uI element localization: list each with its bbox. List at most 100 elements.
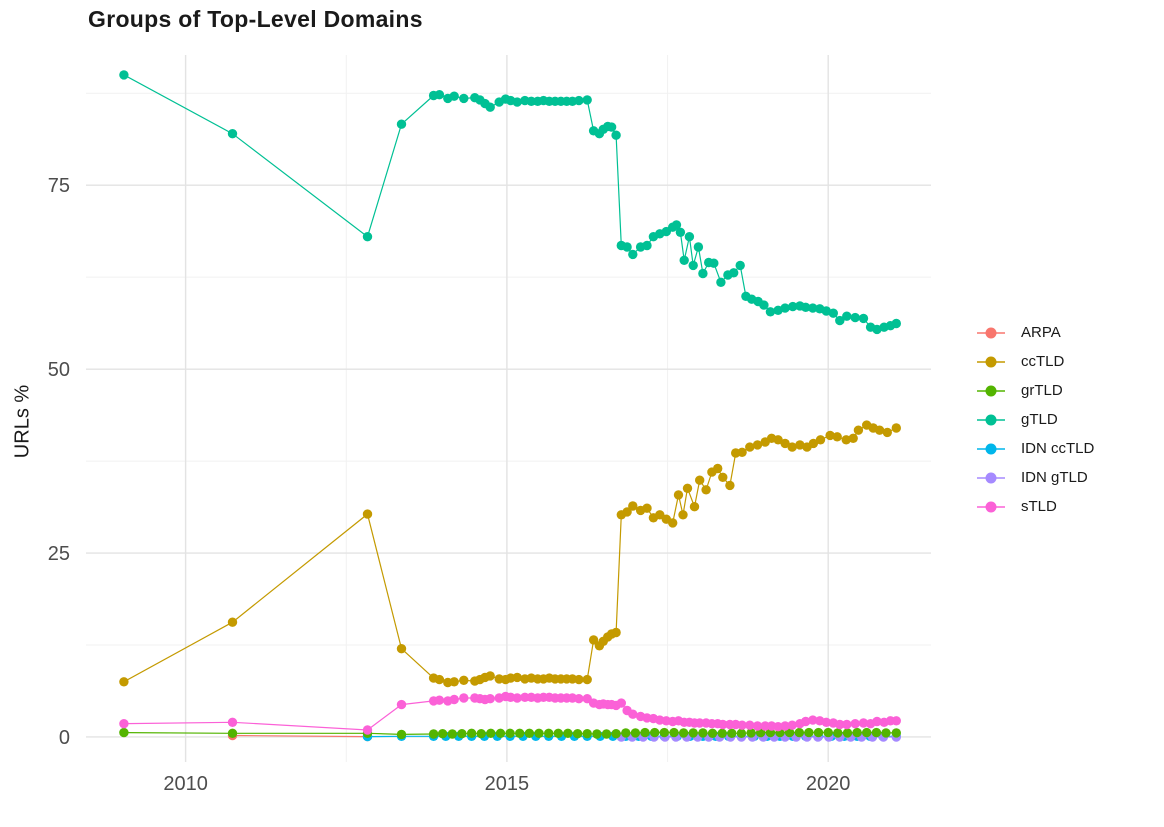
data-point [872,716,882,727]
data-point [882,427,892,438]
data-point [832,432,842,442]
data-point [709,258,719,268]
data-point [848,433,858,443]
data-point [362,232,373,242]
data-point [794,727,804,738]
data-point [512,693,522,703]
series-stld [119,691,901,735]
data-point [795,440,805,450]
data-point [842,311,852,321]
data-point [621,728,631,738]
data-point [688,728,698,738]
series-arpa [227,730,373,742]
data-point [850,312,860,323]
data-point [437,729,448,739]
data-point [678,728,689,738]
data-point [804,727,814,738]
legend-key-swatch [977,354,1005,370]
data-point [891,728,901,738]
data-point [642,240,652,251]
legend-key-dot [985,443,997,454]
data-point [695,475,705,485]
data-point [689,502,700,512]
data-point [447,729,457,739]
legend-label: IDN gTLD [1021,469,1088,486]
data-point [808,715,818,725]
data-point [746,728,756,738]
legend-key-dot [985,472,997,483]
data-point [622,242,632,252]
data-point [512,672,522,683]
data-point [874,425,885,435]
data-point [858,718,869,728]
legend-label: grTLD [1021,382,1063,399]
data-point [592,729,602,739]
data-point [693,242,704,252]
data-point [650,727,660,738]
data-point [823,727,833,738]
data-point [574,674,584,685]
data-point [630,728,641,738]
data-point [808,303,818,313]
data-point [574,95,584,106]
data-point [729,268,739,278]
data-point [828,308,838,318]
data-point [713,463,723,474]
series-line [123,74,897,331]
data-point [524,728,535,738]
data-point [362,509,373,519]
data-point [119,727,129,738]
data-point [842,719,852,730]
data-point [752,440,763,450]
data-point [858,313,869,324]
data-point [688,260,698,271]
data-point [457,729,467,739]
data-point [727,728,737,738]
data-point [659,727,669,738]
y-tick-label-0: 0 [59,727,70,749]
data-point [835,719,845,730]
data-point [459,93,469,104]
data-point [640,727,650,738]
data-point [842,728,853,738]
data-point [717,728,727,738]
data-point [495,728,506,738]
data-point [486,728,496,738]
data-point [891,318,901,329]
x-tick-label-2020: 2020 [806,773,851,795]
data-point [841,435,851,445]
legend-item-stld: sTLD [977,496,1094,517]
data-point [434,90,445,100]
data-point [396,729,407,740]
data-point [553,728,563,738]
data-point [701,485,711,495]
legend-item-idn-gtld: IDN gTLD [977,467,1094,488]
data-point [485,694,495,704]
series-cctld [119,420,901,688]
y-tick-label-75: 75 [48,175,70,197]
data-point [679,255,689,265]
data-point [780,438,790,449]
data-point [716,277,726,287]
data-point [505,728,515,738]
data-point [718,719,728,730]
data-point [449,694,459,705]
data-point [737,447,747,457]
data-point [673,490,684,500]
data-point [588,635,599,645]
x-tick-label-2010: 2010 [163,773,208,795]
legend-key-swatch [977,383,1005,399]
data-point [227,717,238,727]
data-point [801,716,811,727]
data-point [582,674,592,685]
data-point [628,249,638,260]
data-point [449,677,459,687]
data-point [825,430,835,441]
legend-key-swatch [977,412,1005,428]
data-point [476,729,486,739]
legend-label: sTLD [1021,498,1057,515]
legend-key-dot [985,356,997,367]
data-point [628,501,638,511]
